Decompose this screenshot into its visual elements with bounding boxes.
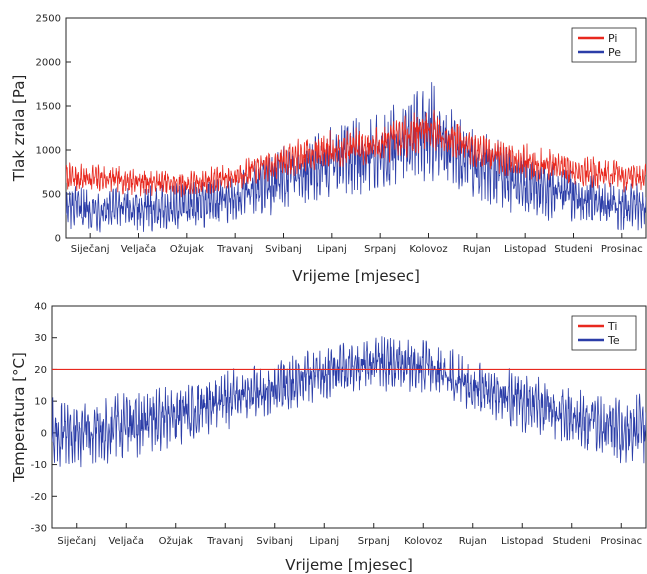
x-tick-label: Svibanj — [256, 536, 293, 547]
x-tick-label: Listopad — [504, 244, 546, 255]
x-tick-label: Kolovoz — [404, 536, 442, 547]
x-tick-label: Ožujak — [159, 535, 193, 547]
x-tick-label: Studeni — [553, 536, 591, 547]
series-te-line — [52, 336, 646, 468]
legend-label-pi: Pi — [608, 32, 617, 45]
x-tick-label: Kolovoz — [409, 244, 447, 255]
y-axis-title: Tlak zrala [Pa] — [10, 75, 28, 183]
x-tick-label: Rujan — [463, 244, 491, 255]
y-tick-label: 500 — [42, 190, 61, 201]
y-tick-label: 0 — [41, 428, 47, 439]
x-tick-label: Svibanj — [265, 244, 302, 255]
temperature-chart: -30 -20 -10 0 10 20 30 40 Siječanj Veljača Ožujak T… — [10, 302, 647, 574]
y-tick-label: 10 — [34, 397, 47, 408]
plot-area — [65, 17, 647, 239]
x-tick-label: Veljača — [108, 535, 144, 547]
x-tick-label: Srpanj — [364, 244, 396, 255]
x-tick-label: Ožujak — [170, 243, 204, 255]
x-tick-label: Studeni — [554, 244, 592, 255]
pressure-chart: 0 500 1000 1500 2000 2500 Siječanj Veljača Ožuja… — [10, 14, 647, 285]
x-tick-label: Lipanj — [309, 536, 339, 547]
y-tick-label: 20 — [34, 365, 47, 376]
y-tick-label: 2000 — [36, 58, 61, 69]
x-tick-label: Prosinac — [601, 244, 643, 255]
series-pi-line — [66, 109, 646, 198]
x-tick-label: Prosinac — [600, 536, 642, 547]
y-tick-label: -20 — [31, 492, 47, 503]
x-axis-title: Vrijeme [mjesec] — [292, 267, 420, 285]
y-tick-label: 1500 — [36, 102, 61, 113]
legend-label-ti: Ti — [607, 320, 617, 333]
legend-label-pe: Pe — [608, 46, 621, 59]
y-tick-label: 2500 — [36, 14, 61, 25]
legend-box — [571, 27, 637, 63]
x-tick-label: Travanj — [216, 244, 253, 255]
x-tick-label: Travanj — [206, 536, 243, 547]
x-tick-label: Rujan — [459, 536, 487, 547]
y-tick-label: -10 — [31, 460, 47, 471]
x-tick-label: Siječanj — [71, 243, 110, 255]
x-axis-title: Vrijeme [mjesec] — [285, 556, 413, 574]
x-tick-label: Srpanj — [358, 536, 390, 547]
series-group — [66, 82, 646, 233]
y-axis-title: Temperatura [°C] — [10, 352, 28, 483]
legend-label-te: Te — [607, 334, 620, 347]
x-tick-label: Siječanj — [57, 535, 96, 547]
y-tick-label: 30 — [34, 333, 47, 344]
y-tick-label: -30 — [31, 524, 47, 535]
x-tick-label: Veljača — [121, 243, 157, 255]
y-tick-label: 1000 — [36, 146, 61, 157]
legend-box — [571, 315, 637, 351]
y-tick-label: 40 — [34, 302, 47, 313]
series-group — [52, 336, 646, 468]
x-tick-label: Lipanj — [317, 244, 347, 255]
y-tick-label: 0 — [55, 234, 61, 245]
x-tick-label: Listopad — [501, 536, 543, 547]
